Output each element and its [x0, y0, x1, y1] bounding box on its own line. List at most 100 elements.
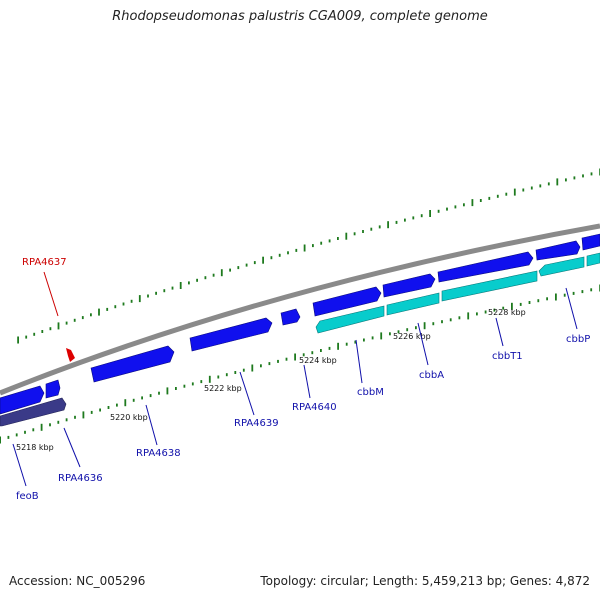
upper-tick-mark [362, 230, 364, 233]
upper-tick-mark [454, 205, 457, 209]
lower-tick-mark [380, 332, 383, 340]
tick-label-5226: 5226 kbp [393, 332, 431, 341]
upper-tick-mark [320, 241, 323, 245]
upper-tick-mark [65, 321, 68, 325]
gene-label-cbbt1[interactable]: cbbT1 [492, 351, 523, 362]
gene-label-cbba[interactable]: cbbA [419, 370, 444, 381]
gene-feat-rpa4639[interactable] [189, 317, 273, 352]
gene-feat-cbbm-fwd[interactable] [312, 286, 382, 317]
leader-rpa4638 [145, 404, 158, 446]
gene-feat-feob[interactable] [0, 397, 67, 427]
upper-tick-mark [98, 308, 100, 316]
gene-feat-cbbp[interactable] [538, 256, 585, 277]
upper-tick-mark [547, 182, 550, 186]
gene-feat-cbba[interactable] [386, 292, 440, 316]
leader-rpa4640 [303, 364, 311, 399]
lower-tick-mark [234, 371, 237, 374]
lower-tick-mark [57, 420, 60, 424]
lower-tick-mark [546, 297, 548, 301]
lower-tick-mark [107, 406, 110, 409]
lower-tick-mark [65, 418, 68, 422]
upper-tick-mark [163, 289, 166, 293]
lower-tick-mark [371, 336, 374, 340]
lower-tick-mark [458, 316, 461, 320]
lower-tick-mark [82, 411, 85, 419]
upper-tick-mark [295, 248, 298, 252]
gene-feat-cbbt1-fwd[interactable] [437, 251, 534, 283]
upper-tick-mark [337, 237, 339, 240]
upper-tick-mark [49, 327, 52, 331]
upper-tick-mark [155, 291, 157, 295]
gene-feat-feob-fwd[interactable] [0, 385, 45, 415]
upper-tick-mark [513, 188, 516, 196]
upper-tick-mark [387, 221, 389, 229]
gene-feat-next-rev[interactable] [586, 252, 600, 267]
lower-tick-mark [320, 349, 322, 352]
lower-tick-mark [389, 332, 391, 336]
upper-tick-mark [565, 178, 567, 182]
upper-tick-mark [420, 214, 423, 218]
upper-tick-mark [106, 307, 109, 311]
upper-tick-mark [212, 273, 215, 277]
reverse-strand-genes [0, 252, 600, 427]
lower-tick-mark [311, 351, 314, 355]
upper-tick-mark [437, 209, 440, 213]
genome-backbone [0, 223, 600, 396]
tick-label-5218: 5218 kbp [16, 443, 54, 452]
upper-tick-mark [188, 281, 190, 285]
lower-tick-mark [116, 403, 118, 407]
lower-tick-mark [149, 394, 152, 398]
upper-tick-mark [573, 176, 576, 180]
gene-feat-cbbp-fwd[interactable] [535, 240, 581, 261]
accession-text: Accession: NC_005296 [9, 574, 146, 588]
gene-feat-next-fwd[interactable] [581, 233, 600, 251]
upper-tick-mark [229, 268, 231, 272]
leader-cbbm [355, 339, 363, 384]
gene-label-cbbm[interactable]: cbbM [357, 387, 384, 398]
tick-label-5222: 5222 kbp [204, 384, 242, 393]
gene-feat-rpa4637[interactable] [66, 348, 75, 362]
upper-tick-mark [122, 302, 125, 306]
gene-label-cbbp[interactable]: cbbP [566, 334, 590, 345]
lower-tick-mark [277, 359, 279, 363]
leader-cbba [417, 322, 429, 366]
gene-label-rpa4637[interactable]: RPA4637 [22, 257, 67, 268]
gene-feat-rpa4640[interactable] [280, 308, 301, 326]
gene-feat-rpa4636[interactable] [45, 379, 61, 399]
gene-feat-cbbt1[interactable] [441, 270, 538, 302]
upper-tick-mark [204, 276, 207, 280]
gene-label-rpa4640[interactable]: RPA4640 [292, 402, 337, 413]
lower-tick-mark [502, 306, 505, 310]
upper-tick-mark [25, 335, 28, 339]
lower-tick-mark [354, 340, 357, 344]
leader-cbbp [565, 287, 578, 330]
lower-tick-mark [423, 322, 426, 330]
gene-feat-rpa4638[interactable] [90, 345, 175, 383]
gene-feat-cbbm[interactable] [315, 305, 385, 334]
upper-tick-mark [395, 220, 398, 224]
gene-label-rpa4638[interactable]: RPA4638 [136, 448, 181, 459]
gene-label-feob[interactable]: feoB [16, 491, 39, 502]
upper-tick-mark [262, 256, 264, 264]
upper-tick-mark [303, 244, 306, 252]
gene-feat-cbba-fwd[interactable] [382, 273, 436, 298]
lower-tick-mark [397, 330, 400, 334]
lower-tick-mark [99, 408, 101, 412]
upper-tick-mark [479, 199, 482, 202]
upper-tick-mark [471, 199, 474, 207]
upper-tick-mark [539, 184, 542, 188]
lower-tick-row [0, 284, 600, 444]
upper-tick-mark [505, 192, 508, 196]
upper-tick-mark [429, 210, 431, 217]
lower-tick-mark [124, 399, 127, 407]
upper-tick-mark [287, 251, 289, 255]
upper-tick-mark [41, 330, 44, 333]
gene-label-rpa4639[interactable]: RPA4639 [234, 418, 279, 429]
lower-tick-mark [15, 433, 18, 437]
upper-tick-mark [582, 174, 584, 178]
lower-tick-mark [590, 288, 593, 292]
lower-tick-mark [208, 375, 211, 383]
lower-tick-mark [572, 291, 575, 295]
gene-label-rpa4636[interactable]: RPA4636 [58, 473, 103, 484]
lower-tick-mark [24, 430, 26, 434]
